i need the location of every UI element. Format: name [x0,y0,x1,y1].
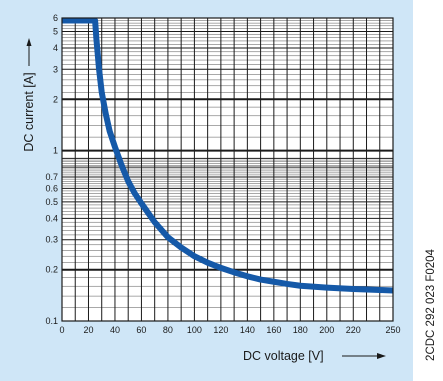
x-tick-label: 80 [163,325,173,335]
y-tick-label: 0.1 [45,316,58,326]
y-tick-labels: 0.1 0.2 0.3 0.4 0.5 0.60.7 1 2 3 4 5 6 [45,13,58,326]
y-axis-title-group: DC current [A] [22,38,36,152]
plot-area [62,18,393,321]
x-tick-labels: 0 20 40 60 80 100 120 140 160 180 200 220 250 [59,325,400,335]
y-tick-label: 0.2 [45,265,58,275]
x-tick-label: 200 [319,325,334,335]
x-tick-label: 0 [59,325,64,335]
y-tick-label: 0.3 [45,235,58,245]
x-tick-label: 160 [266,325,281,335]
x-tick-label: 140 [240,325,255,335]
y-axis-title: DC current [A] [22,72,36,151]
y-tick-label: 2 [53,94,58,104]
series-layer [62,17,394,294]
x-axis-arrow-head [377,353,386,359]
y-tick-label: 4 [53,43,58,53]
y-tick-label: 6 [53,13,58,23]
series-line-1 [62,17,394,294]
x-axis-title: DC voltage [V] [243,349,324,363]
x-tick-label: 250 [385,325,400,335]
x-axis-title-group: DC voltage [V] [243,349,386,363]
y-tick-label: 0.5 [45,197,58,207]
y-tick-label: 0.4 [45,213,58,223]
x-tick-label: 120 [213,325,228,335]
x-tick-label: 40 [110,325,120,335]
y-tick-label: 0.7 [45,172,58,182]
y-tick-label: 5 [53,26,58,36]
x-tick-label: 20 [83,325,93,335]
document-code: 2CDC 292 023 F0204 [425,249,437,361]
y-tick-label: 3 [53,64,58,74]
x-tick-label: 100 [187,325,202,335]
x-tick-label: 220 [346,325,361,335]
y-tick-label: 1 [53,146,58,156]
plot-border [61,17,394,322]
x-tick-label: 180 [293,325,308,335]
y-axis-arrow-head [26,38,32,46]
y-tick-label: 0.6 [45,183,58,193]
x-tick-label: 60 [136,325,146,335]
